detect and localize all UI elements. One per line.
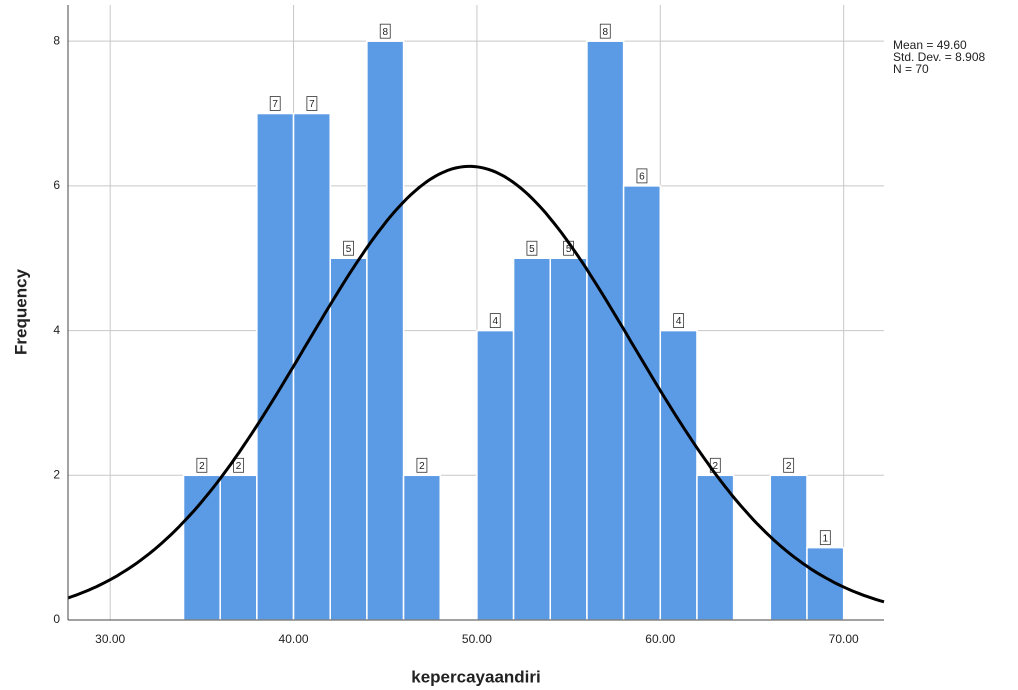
y-axis-title: Frequency xyxy=(11,268,30,355)
data-label: 6 xyxy=(639,172,645,183)
data-label: 7 xyxy=(309,99,315,110)
bar xyxy=(329,257,368,621)
bar xyxy=(256,112,295,621)
bar xyxy=(622,185,662,621)
data-label: 8 xyxy=(602,27,608,38)
x-tick-label: 40.00 xyxy=(279,632,309,646)
bar xyxy=(292,112,331,621)
normal-curve xyxy=(67,164,885,604)
x-tick-label: 30.00 xyxy=(95,632,125,646)
data-label: 2 xyxy=(199,461,205,472)
x-axis-title: kepercayaandiri xyxy=(411,667,540,686)
data-label-box xyxy=(636,168,648,184)
bar xyxy=(402,474,441,621)
bar xyxy=(659,329,698,621)
bar xyxy=(366,40,405,621)
bar xyxy=(476,329,515,621)
data-label-box xyxy=(526,240,538,256)
bar xyxy=(586,40,625,621)
y-tick-label: 4 xyxy=(53,323,60,337)
bar xyxy=(182,474,221,621)
bars xyxy=(182,40,845,621)
data-label-box xyxy=(379,23,391,39)
data-label: 2 xyxy=(419,461,425,472)
x-tick-label: 60.00 xyxy=(645,632,675,646)
data-label: 1 xyxy=(823,533,829,544)
data-label: 2 xyxy=(236,461,242,472)
data-label-box xyxy=(673,313,685,328)
data-label: 5 xyxy=(529,244,535,255)
stat-sd: Std. Dev. = 8.908 xyxy=(893,50,985,64)
x-tick-label: 50.00 xyxy=(462,632,492,646)
data-label: 5 xyxy=(346,244,352,255)
data-label: 8 xyxy=(382,27,388,38)
data-label: 5 xyxy=(566,244,572,255)
overlay: 2 2 7 7 5 8 2 4 5 5 8 6 4 2 2 1 xyxy=(67,23,885,604)
data-label-box xyxy=(416,457,428,473)
y-tick-label: 6 xyxy=(53,178,60,192)
y-tick-label: 2 xyxy=(53,467,60,481)
data-label-box xyxy=(599,23,611,39)
bar xyxy=(696,474,735,621)
data-label-box xyxy=(196,457,208,473)
data-label-box xyxy=(306,96,318,111)
stat-mean: Mean = 49.60 xyxy=(893,38,967,52)
data-label: 4 xyxy=(676,316,682,327)
bar xyxy=(219,474,258,621)
data-label: 2 xyxy=(713,461,719,472)
data-label-box xyxy=(489,313,501,328)
bar xyxy=(549,257,588,621)
data-label: 4 xyxy=(492,316,498,327)
data-label-box xyxy=(343,240,354,256)
data-label: 7 xyxy=(272,99,278,110)
data-label-box xyxy=(819,530,831,546)
data-label-box xyxy=(233,457,244,473)
data-label-box xyxy=(783,457,795,473)
x-tick-label: 70.00 xyxy=(829,632,859,646)
data-label-box xyxy=(269,96,281,111)
y-tick-label: 8 xyxy=(53,33,60,47)
data-label: 2 xyxy=(786,461,792,472)
bar xyxy=(512,257,552,621)
stat-n: N = 70 xyxy=(893,62,929,76)
y-tick-label: 0 xyxy=(53,612,60,626)
bar xyxy=(769,474,808,621)
